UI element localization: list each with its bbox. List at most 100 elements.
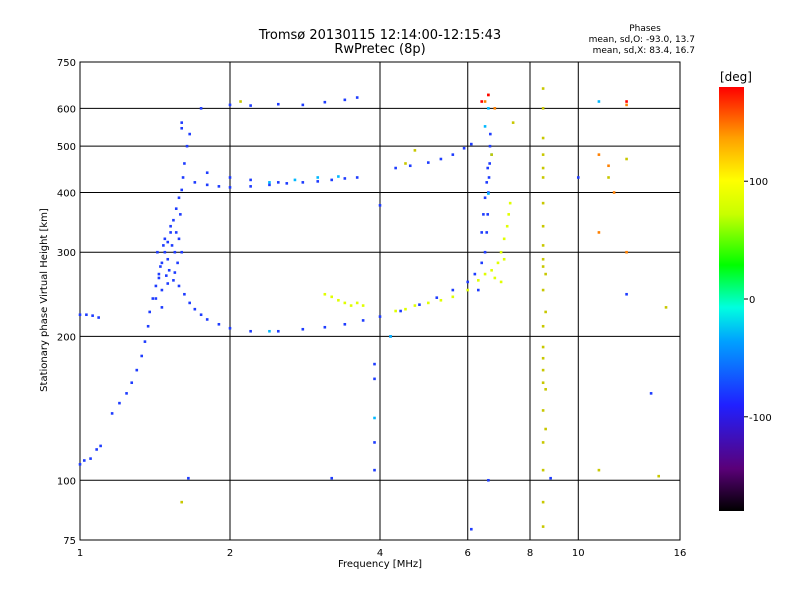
data-point xyxy=(435,296,439,299)
data-point xyxy=(130,381,134,385)
data-point xyxy=(157,272,161,276)
y-axis-ticks: 75 100 200 300 400 500 600 750 xyxy=(57,58,76,547)
y-tick-label: 200 xyxy=(57,332,76,343)
data-point xyxy=(169,224,172,228)
data-point xyxy=(293,178,297,182)
data-point xyxy=(451,288,455,292)
data-point xyxy=(82,459,86,462)
data-point xyxy=(541,345,545,349)
data-point xyxy=(160,288,164,292)
data-point xyxy=(477,288,480,292)
data-point xyxy=(487,176,491,179)
data-point xyxy=(330,178,334,182)
data-point xyxy=(541,153,545,156)
data-point xyxy=(135,368,139,372)
data-point xyxy=(413,304,417,307)
x-tick-label: 2 xyxy=(227,548,233,559)
y-tick-label: 75 xyxy=(63,536,76,547)
data-point xyxy=(483,272,487,276)
data-point xyxy=(78,463,82,466)
data-point xyxy=(163,237,167,241)
data-point xyxy=(343,177,347,180)
data-point xyxy=(544,310,547,314)
data-point xyxy=(301,103,305,107)
data-point xyxy=(394,309,397,313)
y-tick-label: 600 xyxy=(57,104,76,115)
data-point xyxy=(625,292,628,296)
data-point xyxy=(487,478,490,482)
data-point xyxy=(91,314,94,317)
data-point xyxy=(85,313,88,317)
data-point xyxy=(330,476,334,480)
data-point xyxy=(378,204,382,207)
data-point xyxy=(97,316,100,319)
data-point xyxy=(157,276,161,280)
data-point xyxy=(316,176,320,179)
data-point xyxy=(199,107,203,110)
data-point xyxy=(612,191,616,194)
x-tick-label: 1 xyxy=(77,548,83,559)
colorbar-tick-label: -100 xyxy=(749,413,772,424)
data-point xyxy=(511,121,515,124)
y-tick-label: 750 xyxy=(57,58,76,69)
data-point xyxy=(249,329,252,333)
data-point xyxy=(343,322,347,326)
data-point xyxy=(167,268,171,272)
data-point xyxy=(323,325,327,329)
data-point xyxy=(154,297,158,300)
data-point xyxy=(470,527,473,531)
data-point xyxy=(177,237,181,241)
data-point xyxy=(188,132,191,136)
data-point xyxy=(426,301,430,305)
data-points xyxy=(78,87,668,531)
y-tick-label: 300 xyxy=(57,248,76,259)
data-point xyxy=(487,192,490,195)
data-point xyxy=(164,274,168,277)
data-point xyxy=(355,96,359,99)
data-point xyxy=(268,181,271,184)
data-point xyxy=(301,327,305,331)
data-point xyxy=(597,468,601,472)
data-point xyxy=(541,525,545,528)
phases-x-stats: mean, sd,X: 83.4, 16.7 xyxy=(593,46,695,56)
data-point xyxy=(228,186,232,189)
data-point xyxy=(483,250,487,254)
data-point xyxy=(180,188,184,192)
data-point xyxy=(151,297,155,300)
data-point xyxy=(486,166,490,170)
data-point xyxy=(541,441,545,444)
data-point xyxy=(541,107,545,110)
data-point xyxy=(418,303,421,306)
data-point xyxy=(361,319,365,322)
data-point xyxy=(451,295,455,299)
data-point xyxy=(95,448,98,451)
data-point xyxy=(166,257,170,261)
data-point xyxy=(541,136,545,140)
data-point xyxy=(170,244,174,247)
data-point xyxy=(276,102,280,106)
data-point xyxy=(541,356,545,360)
data-point xyxy=(343,98,347,102)
data-point xyxy=(180,121,184,124)
data-point xyxy=(544,272,547,276)
x-tick-label: 10 xyxy=(572,548,585,559)
data-point xyxy=(664,306,668,309)
data-point xyxy=(597,153,601,156)
data-point xyxy=(485,231,489,234)
data-point xyxy=(205,171,209,175)
data-point xyxy=(378,315,382,318)
data-point xyxy=(549,476,552,480)
data-point xyxy=(156,250,159,254)
data-point xyxy=(541,288,545,292)
data-point xyxy=(355,301,359,305)
data-point xyxy=(172,218,175,222)
data-point xyxy=(477,279,480,282)
data-point xyxy=(180,500,184,504)
data-point xyxy=(185,144,189,148)
data-point xyxy=(544,427,547,431)
data-point xyxy=(330,295,334,299)
data-point xyxy=(487,93,490,97)
data-point xyxy=(249,185,252,188)
data-point xyxy=(180,126,184,130)
data-point xyxy=(462,146,466,150)
